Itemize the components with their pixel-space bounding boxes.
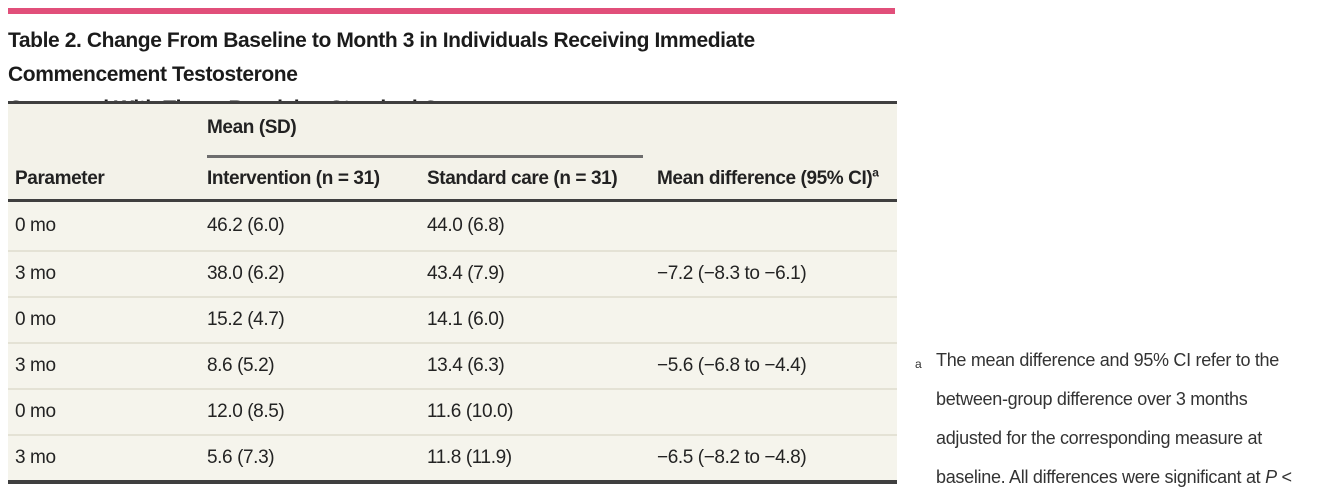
column-header-parameter: Parameter (15, 168, 105, 189)
accent-bar (8, 8, 895, 14)
cell-standard-care: 11.6 (10.0) (427, 401, 514, 422)
mean-difference-label: Mean difference (95% CI) (657, 168, 873, 189)
table-row: 3 mo 38.0 (6.2) 43.4 (7.9) −7.2 (−8.3 to… (8, 250, 897, 296)
cell-mean-difference: −5.6 (−6.8 to −4.4) (657, 355, 807, 376)
table-bottom-rule (8, 480, 897, 484)
cell-standard-care: 11.8 (11.9) (427, 447, 512, 468)
column-header-row: Parameter Intervention (n = 31) Standard… (8, 165, 897, 190)
table-row: 0 mo 15.2 (4.7) 14.1 (6.0) (8, 296, 897, 342)
spanner-label-mean-sd: Mean (SD) (207, 117, 297, 138)
cell-intervention: 8.6 (5.2) (207, 355, 275, 376)
cell-intervention: 12.0 (8.5) (207, 401, 285, 422)
cell-standard-care: 44.0 (6.8) (427, 215, 505, 236)
footnote-p-italic: P (1265, 467, 1277, 487)
column-header-mean-difference: Mean difference (95% CI)a (657, 165, 897, 190)
footnote-marker-superscript: a (872, 165, 879, 180)
cell-standard-care: 14.1 (6.0) (427, 309, 505, 330)
cell-intervention: 5.6 (7.3) (207, 447, 275, 468)
table-row: 0 mo 46.2 (6.0) 44.0 (6.8) (8, 202, 897, 250)
column-header-standard-care: Standard care (n = 31) (427, 168, 618, 189)
column-header-intervention: Intervention (n = 31) (207, 168, 380, 189)
cell-intervention: 46.2 (6.0) (207, 215, 285, 236)
cell-standard-care: 43.4 (7.9) (427, 263, 505, 284)
cell-parameter: 0 mo (15, 309, 56, 330)
spanner-rule (207, 155, 643, 158)
cell-parameter: 3 mo (15, 355, 56, 376)
footnote-marker: a (915, 357, 922, 371)
cell-parameter: 3 mo (15, 447, 56, 468)
table-header-rule (8, 199, 897, 202)
cell-intervention: 15.2 (4.7) (207, 309, 285, 330)
table-row: 0 mo 12.0 (8.5) 11.6 (10.0) (8, 388, 897, 434)
table-row: 3 mo 8.6 (5.2) 13.4 (6.3) −5.6 (−6.8 to … (8, 342, 897, 388)
cell-standard-care: 13.4 (6.3) (427, 355, 505, 376)
footnote: a The mean difference and 95% CI refer to… (911, 341, 1315, 501)
cell-mean-difference: −6.5 (−8.2 to −4.8) (657, 447, 807, 468)
table-header: Mean (SD) Parameter Intervention (n = 31… (8, 104, 897, 199)
table-body: 0 mo 46.2 (6.0) 44.0 (6.8) 3 mo 38.0 (6.… (8, 202, 897, 480)
table-row: 3 mo 5.6 (7.3) 11.8 (11.9) −6.5 (−8.2 to… (8, 434, 897, 480)
footnote-text: The mean difference and 95% CI refer to … (936, 350, 1279, 487)
cell-intervention: 38.0 (6.2) (207, 263, 285, 284)
data-table: Mean (SD) Parameter Intervention (n = 31… (8, 101, 897, 484)
table-title-line1: Table 2. Change From Baseline to Month 3… (8, 29, 755, 86)
cell-parameter: 0 mo (15, 401, 56, 422)
cell-parameter: 0 mo (15, 215, 56, 236)
cell-mean-difference: −7.2 (−8.3 to −6.1) (657, 263, 807, 284)
footnote-text-after: < .001. (1281, 467, 1292, 487)
table-top-rule (8, 101, 897, 104)
cell-parameter: 3 mo (15, 263, 56, 284)
